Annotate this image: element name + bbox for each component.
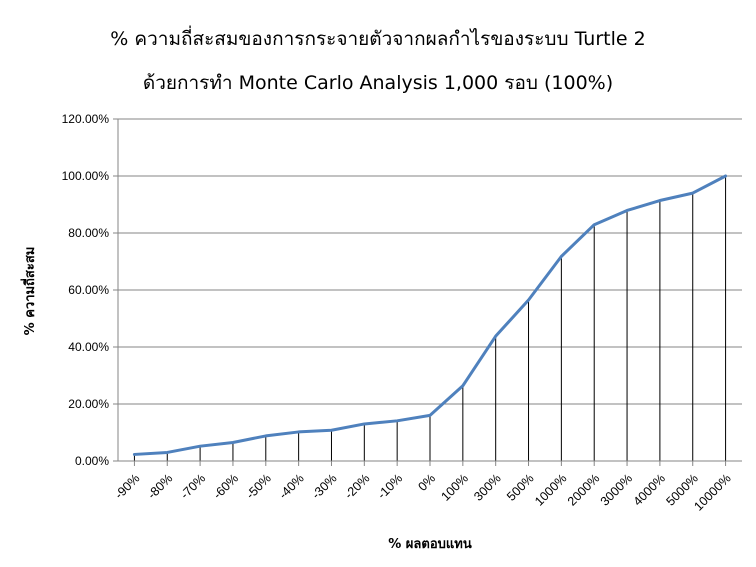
series-line xyxy=(132,174,728,456)
x-tick-label: -30% xyxy=(309,471,340,502)
x-tick-label: 100% xyxy=(438,471,471,504)
y-tick-label: 0.00% xyxy=(75,454,109,468)
data-point xyxy=(298,431,300,433)
x-tick-label: 1000% xyxy=(532,471,569,508)
y-axis-ticks: 0.00% 20.00% 40.00% 60.00% 80.00% 100.00% 120.… xyxy=(62,112,118,468)
y-axis-title: % ความถี่สะสม xyxy=(20,247,38,336)
data-series xyxy=(132,174,728,456)
y-tick-label: 20.00% xyxy=(68,397,109,411)
data-point xyxy=(528,299,530,301)
x-tick-label: 0% xyxy=(415,471,438,494)
data-point xyxy=(429,414,431,416)
data-point xyxy=(363,423,365,425)
y-tick-label: 100.00% xyxy=(62,169,110,183)
data-point xyxy=(593,224,595,226)
x-tick-label: -70% xyxy=(178,471,209,502)
x-tick-label: 300% xyxy=(471,471,504,504)
data-point xyxy=(133,453,135,455)
x-tick-label: 4000% xyxy=(631,471,668,508)
y-tick-label: 60.00% xyxy=(68,283,109,297)
x-tick-label: -50% xyxy=(243,471,274,502)
data-point xyxy=(330,429,332,431)
x-tick-label: 10000% xyxy=(691,471,733,513)
x-tick-label: -80% xyxy=(145,471,176,502)
data-point xyxy=(495,335,497,337)
x-tick-label: -10% xyxy=(375,471,406,502)
drop-lines xyxy=(133,176,727,461)
y-tick-label: 120.00% xyxy=(62,112,110,126)
x-tick-label: -20% xyxy=(342,471,373,502)
data-point xyxy=(462,385,464,387)
chart-subtitle: ด้วยการทำ Monte Carlo Analysis 1,000 รอบ… xyxy=(142,72,614,94)
x-tick-label: 3000% xyxy=(598,471,635,508)
gridlines xyxy=(118,118,742,405)
y-tick-label: 40.00% xyxy=(68,340,109,354)
x-tick-label: 2000% xyxy=(565,471,602,508)
x-tick-label: -90% xyxy=(112,471,143,502)
x-tick-label: -60% xyxy=(211,471,242,502)
data-point xyxy=(396,420,398,422)
data-point xyxy=(692,192,694,194)
x-axis-ticks: -90% -80% -70% -60% -50% -40% -30% -20% -10% 0% 10… xyxy=(112,461,734,514)
x-tick-label: -40% xyxy=(276,471,307,502)
chart-title: % ความถี่สะสมของการกระจายตัวจากผลกำไรของ… xyxy=(110,28,646,50)
data-point xyxy=(166,451,168,453)
data-point xyxy=(659,200,661,202)
data-point xyxy=(560,255,562,257)
data-point xyxy=(626,209,628,211)
x-axis-title: % ผลตอบแทน xyxy=(388,537,472,552)
data-point xyxy=(199,445,201,447)
data-point xyxy=(232,441,234,443)
data-point xyxy=(265,435,267,437)
y-tick-label: 80.00% xyxy=(68,226,109,240)
data-point xyxy=(725,175,727,177)
